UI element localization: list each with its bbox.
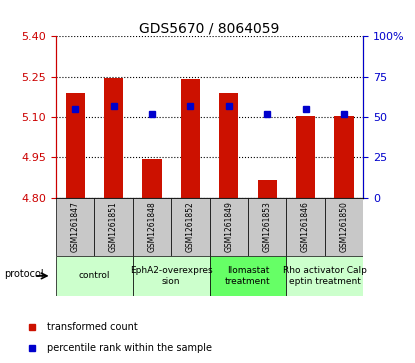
Bar: [210, 256, 286, 296]
Bar: [325, 198, 363, 256]
Text: GSM1261851: GSM1261851: [109, 201, 118, 252]
Text: EphA2-overexpres
sion: EphA2-overexpres sion: [130, 266, 212, 286]
Text: GSM1261848: GSM1261848: [147, 201, 156, 252]
Text: GSM1261849: GSM1261849: [224, 201, 233, 252]
Bar: [286, 198, 325, 256]
Bar: [95, 198, 133, 256]
Bar: [258, 180, 277, 198]
Bar: [181, 79, 200, 198]
Text: protocol: protocol: [4, 269, 44, 279]
Bar: [142, 159, 161, 198]
Text: Rho activator Calp
eptin treatment: Rho activator Calp eptin treatment: [283, 266, 367, 286]
Bar: [56, 198, 95, 256]
Bar: [171, 198, 210, 256]
Bar: [66, 93, 85, 198]
Text: transformed count: transformed count: [47, 322, 138, 332]
Bar: [133, 198, 171, 256]
Text: GSM1261847: GSM1261847: [71, 201, 80, 252]
Bar: [334, 116, 354, 198]
Text: GSM1261853: GSM1261853: [263, 201, 272, 252]
Text: GSM1261850: GSM1261850: [339, 201, 349, 252]
Bar: [286, 256, 363, 296]
Bar: [133, 256, 210, 296]
Text: GSM1261852: GSM1261852: [186, 201, 195, 252]
Bar: [219, 93, 238, 198]
Title: GDS5670 / 8064059: GDS5670 / 8064059: [139, 21, 280, 35]
Bar: [248, 198, 286, 256]
Text: percentile rank within the sample: percentile rank within the sample: [47, 343, 212, 354]
Bar: [296, 116, 315, 198]
Text: control: control: [79, 272, 110, 280]
Bar: [56, 256, 133, 296]
Text: GSM1261846: GSM1261846: [301, 201, 310, 252]
Bar: [104, 78, 123, 198]
Text: Ilomastat
treatment: Ilomastat treatment: [225, 266, 271, 286]
Bar: [210, 198, 248, 256]
